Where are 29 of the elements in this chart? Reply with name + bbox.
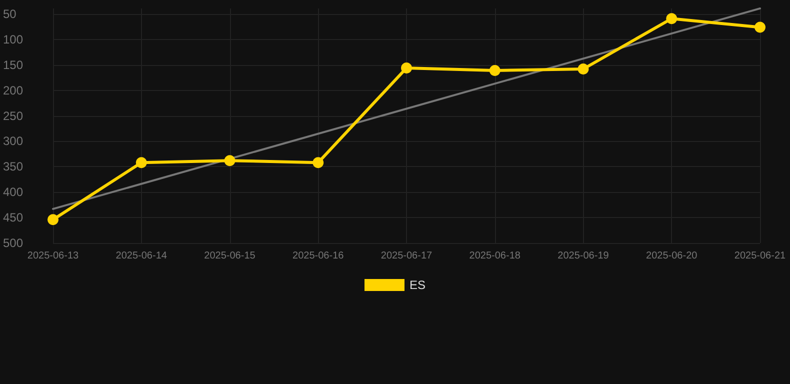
point <box>48 214 58 226</box>
x-tick-label: 2025-06-17 <box>380 250 433 262</box>
y-tick-label: 300 <box>3 134 24 148</box>
x-tick-label: 2025-06-14 <box>116 250 168 262</box>
point <box>136 157 147 168</box>
point <box>754 22 766 33</box>
point <box>578 64 589 74</box>
legend-label: ES <box>409 278 426 292</box>
x-tick-label: 2025-06-19 <box>558 250 610 262</box>
x-tick-label: 2025-06-13 <box>27 250 80 262</box>
point <box>401 62 412 74</box>
point <box>666 13 678 24</box>
y-tick-label: 200 <box>3 83 24 98</box>
x-tick-label: 2025-06-21 <box>734 250 786 262</box>
y-tick-label: 150 <box>3 58 24 72</box>
point <box>312 157 324 168</box>
y-tick-label: 250 <box>3 108 24 123</box>
x-tick-label: 2025-06-16 <box>292 250 344 262</box>
point <box>489 65 500 76</box>
y-tick-label: 100 <box>3 32 24 46</box>
y-tick-label: 450 <box>3 210 24 225</box>
y-tick-label: 500 <box>3 236 24 250</box>
y-tick-label: 400 <box>3 185 24 200</box>
x-tick-label: 2025-06-20 <box>646 250 698 262</box>
y-tick-label: 350 <box>3 160 24 174</box>
x-tick-label: 2025-06-15 <box>204 250 256 262</box>
x-tick-label: 2025-06-18 <box>469 250 521 262</box>
point <box>224 155 236 166</box>
y-tick-label: 50 <box>3 7 17 22</box>
